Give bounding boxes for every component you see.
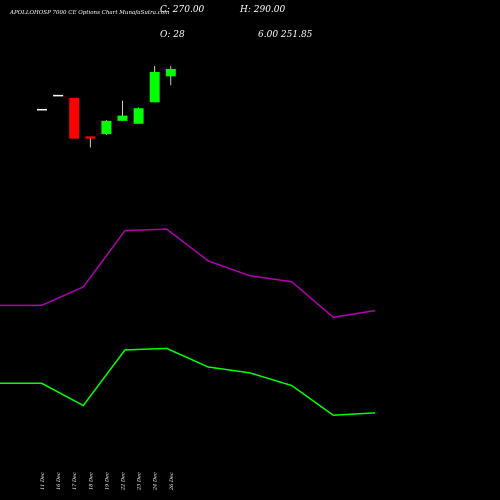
x-tick-label: 18 Dec [88, 472, 94, 490]
open-readout: O: 28 [160, 30, 185, 40]
candle [133, 107, 144, 124]
candle-body [85, 136, 96, 139]
candle [69, 97, 80, 139]
indicator-line-1 [0, 347, 376, 416]
x-tick-label: 23 Dec [137, 472, 143, 491]
candle-body [165, 68, 176, 77]
x-tick-label: 22 Dec [121, 472, 127, 491]
candles [37, 65, 176, 148]
indicator-line-2 [0, 228, 376, 319]
x-tick-label: 17 Dec [72, 472, 78, 490]
x-axis-tick-labels: 11 Dec 16 Dec 17 Dec 18 Dec 19 Dec 22 Dec 23 D… [40, 472, 175, 491]
candle-body [37, 108, 47, 111]
low-readout: 6.00 251.85 [258, 30, 313, 40]
candle-body [53, 94, 64, 97]
candle [117, 100, 128, 121]
x-tick-label: 26 Dec [169, 472, 175, 491]
candle [101, 120, 112, 135]
candle [37, 108, 47, 111]
candle-body [133, 108, 144, 124]
indicator-lines [0, 228, 376, 416]
high-readout: H: 290.00 [240, 5, 286, 15]
candle [165, 65, 176, 86]
x-tick-label: 19 Dec [104, 472, 110, 490]
candle-body [69, 97, 80, 139]
x-tick-label: 11 Dec [40, 472, 46, 490]
candle-body [117, 115, 128, 121]
x-tick-label: 16 Dec [56, 472, 62, 490]
chart-title: APOLLOHOSP 7000 CE Options Chart MunafaS… [10, 10, 170, 16]
candle [149, 65, 160, 103]
candle [85, 136, 96, 148]
candle [53, 94, 64, 97]
candle-body [149, 71, 160, 103]
x-tick-label: 24 Dec [153, 472, 159, 491]
close-readout: C: 270.00 [160, 5, 205, 15]
candle-body [101, 120, 112, 135]
